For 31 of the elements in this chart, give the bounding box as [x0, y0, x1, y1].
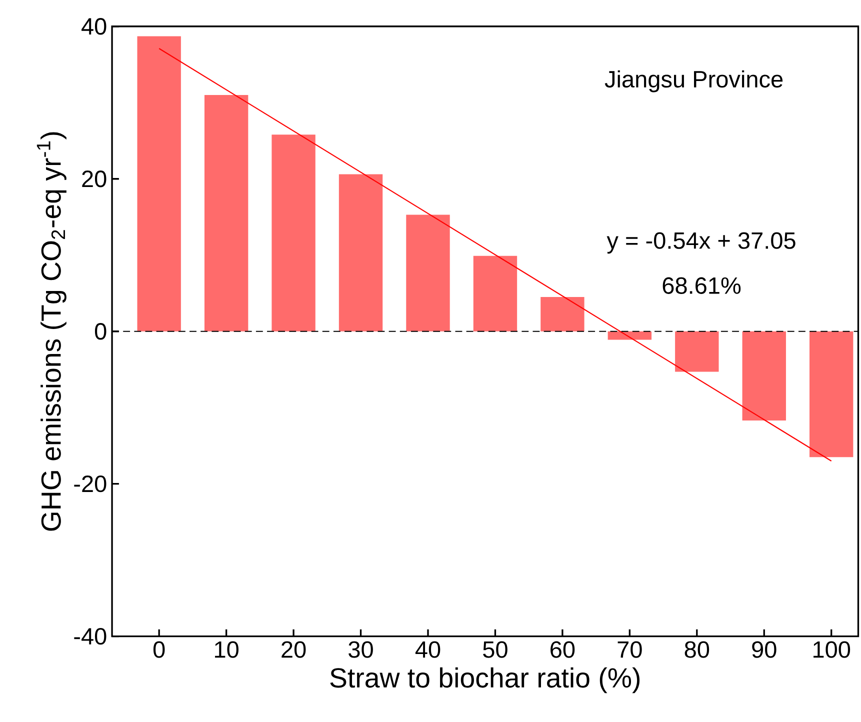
x-tick-label: 70 — [618, 641, 642, 658]
y-tick-label: 40 — [82, 18, 106, 35]
x-tick-label: 60 — [550, 641, 575, 658]
x-tick-label: 0 — [153, 641, 165, 658]
x-tick-label: 100 — [814, 641, 850, 658]
x-tick-label: 20 — [282, 641, 306, 658]
bar — [406, 214, 450, 332]
bar — [338, 174, 383, 332]
x-axis-title: Straw to biochar ratio (%) — [330, 667, 640, 694]
y-axis-title: GHG emissions (Tg CO$_{2}$-eq yr$^{-1}$) — [36, 132, 66, 531]
x-tick-label: 30 — [348, 641, 373, 658]
annotation: 68.61% — [662, 277, 741, 294]
bar — [810, 331, 854, 458]
x-tick-label: 40 — [415, 641, 440, 658]
bar — [473, 256, 518, 332]
x-tick-label: 10 — [215, 641, 238, 658]
bar — [204, 94, 248, 332]
annotation: Jiangsu Province — [604, 70, 783, 92]
bar — [742, 331, 786, 420]
x-tick-label: 90 — [752, 641, 776, 658]
bar — [137, 36, 181, 332]
bar — [272, 134, 316, 332]
x-tick-label: 80 — [684, 641, 710, 658]
y-tick-label: -20 — [74, 475, 106, 492]
x-tick-label: 50 — [483, 641, 508, 658]
bar — [675, 331, 719, 372]
y-tick-label: 0 — [94, 322, 106, 340]
annotation: y = -0.54x + 37.05 — [606, 232, 796, 254]
bar — [540, 296, 584, 332]
y-tick-label: 20 — [82, 170, 106, 188]
y-tick-label: -40 — [74, 628, 106, 645]
